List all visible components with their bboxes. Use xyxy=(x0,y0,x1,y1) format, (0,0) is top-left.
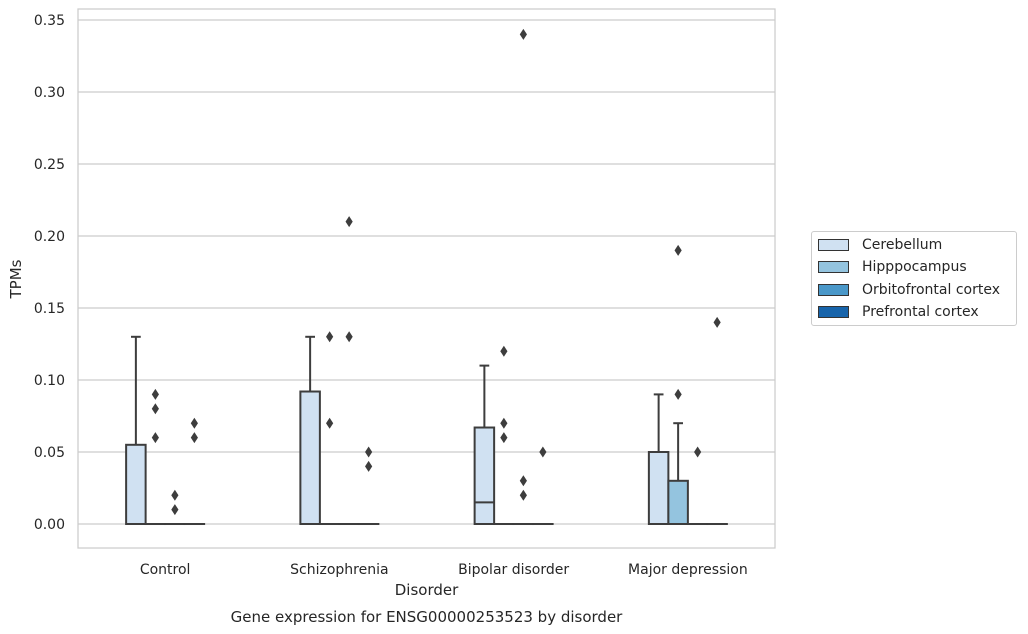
legend-item-orbitofrontal: Orbitofrontal cortex xyxy=(818,280,1000,300)
y-tick-label: 0.10 xyxy=(34,373,65,389)
x-axis-label: Disorder xyxy=(395,581,459,599)
outlier-point xyxy=(519,489,527,501)
legend-item-hippocampus: Hipppocampus xyxy=(818,257,967,277)
outlier-point xyxy=(539,446,547,458)
outlier-point xyxy=(326,417,334,429)
plot-frame xyxy=(77,8,776,549)
legend-label: Hipppocampus xyxy=(862,259,967,275)
legend-label: Prefrontal cortex xyxy=(862,304,979,320)
y-tick-label: 0.00 xyxy=(34,517,65,533)
box xyxy=(473,426,496,525)
legend-swatch-orbitofrontal xyxy=(818,284,849,296)
legend-label: Cerebellum xyxy=(862,237,943,253)
outlier-point xyxy=(171,489,179,501)
outlier-point xyxy=(326,331,334,343)
outlier-point xyxy=(171,504,179,516)
x-tick-labels: Control Schizophrenia Bipolar disorder Majo… xyxy=(140,562,748,578)
box xyxy=(667,479,689,525)
outlier-point xyxy=(345,331,353,343)
y-tick-label: 0.05 xyxy=(34,445,65,461)
y-tick-label: 0.35 xyxy=(34,13,65,29)
outlier-point xyxy=(190,432,198,444)
outlier-point xyxy=(345,216,353,228)
chart-title: Gene expression for ENSG00000253523 by d… xyxy=(231,608,624,626)
legend-item-prefrontal: Prefrontal cortex xyxy=(818,302,979,322)
box xyxy=(125,443,147,525)
y-tick-label: 0.15 xyxy=(34,301,65,317)
legend-label: Orbitofrontal cortex xyxy=(862,282,1000,298)
legend-item-cerebellum: Cerebellum xyxy=(818,235,942,255)
y-axis-label: TPMs xyxy=(7,259,25,299)
outlier-point xyxy=(151,403,159,415)
outlier-point xyxy=(190,417,198,429)
y-tick-label: 0.30 xyxy=(34,85,65,101)
outliers xyxy=(151,28,721,516)
outlier-point xyxy=(365,460,373,472)
outlier-point xyxy=(500,345,508,357)
legend-swatch-hippocampus xyxy=(818,261,849,273)
x-tick-label: Schizophrenia xyxy=(290,562,388,578)
outlier-point xyxy=(151,388,159,400)
outlier-point xyxy=(365,446,373,458)
legend-swatch-cerebellum xyxy=(818,239,849,251)
outlier-point xyxy=(519,28,527,40)
y-tick-label: 0.20 xyxy=(34,229,65,245)
outlier-point xyxy=(500,432,508,444)
outlier-point xyxy=(674,388,682,400)
outlier-point xyxy=(500,417,508,429)
y-tick-labels: 0.00 0.05 0.10 0.15 0.20 0.25 0.30 0.35 xyxy=(34,13,65,533)
box xyxy=(647,451,670,525)
outlier-point xyxy=(713,316,721,328)
legend: Cerebellum Hipppocampus Orbitofrontal co… xyxy=(811,231,1017,326)
x-tick-label: Major depression xyxy=(628,562,748,578)
y-tick-label: 0.25 xyxy=(34,157,65,173)
box xyxy=(299,390,321,525)
outlier-point xyxy=(694,446,702,458)
x-tick-label: Bipolar disorder xyxy=(458,562,569,578)
outlier-point xyxy=(151,432,159,444)
outlier-point xyxy=(674,244,682,256)
outlier-point xyxy=(519,475,527,487)
gridlines xyxy=(78,19,775,525)
legend-swatch-prefrontal xyxy=(818,306,849,318)
x-tick-label: Control xyxy=(140,562,191,578)
boxes xyxy=(125,335,728,526)
